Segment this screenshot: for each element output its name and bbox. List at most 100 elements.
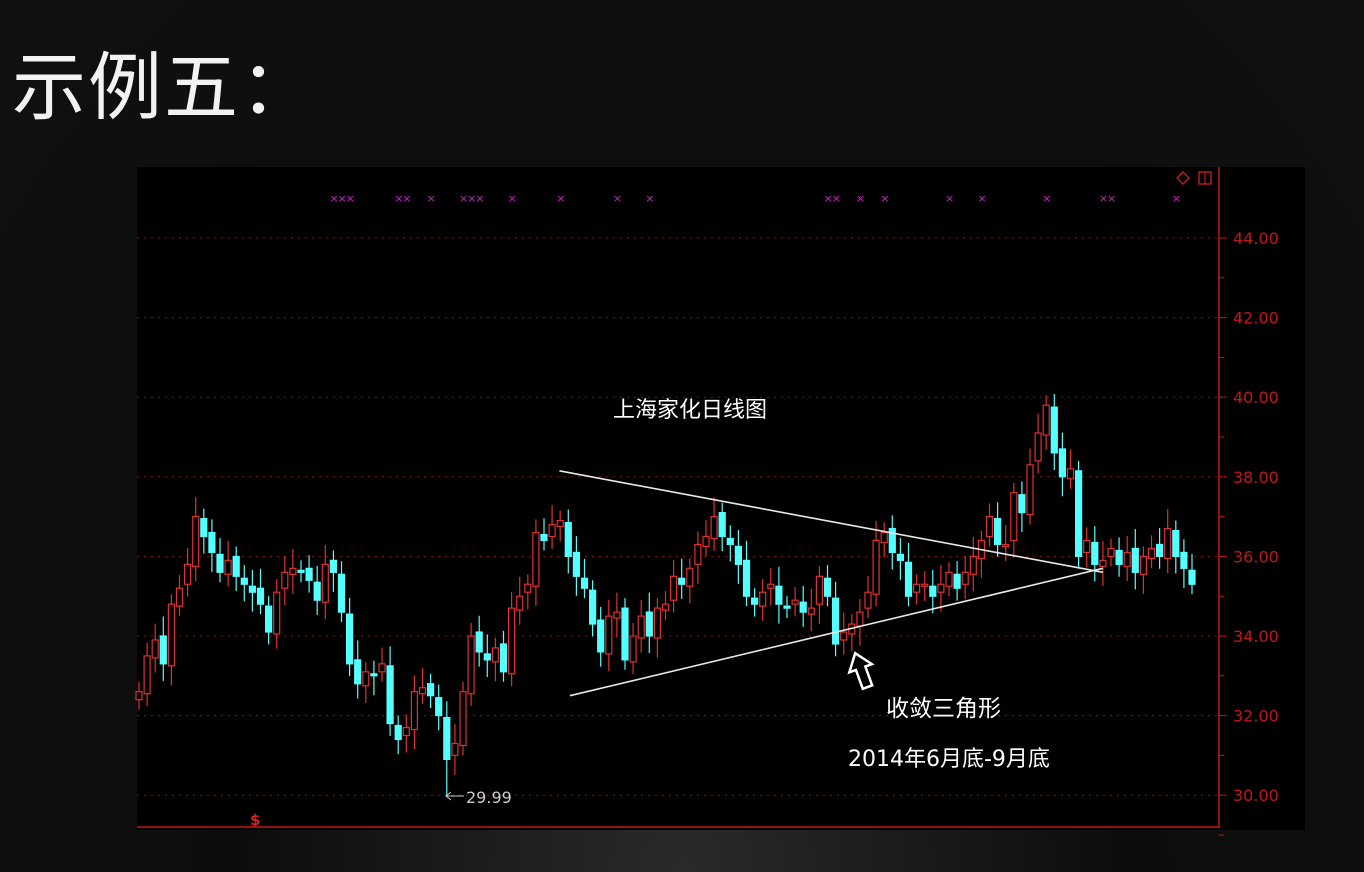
candle xyxy=(572,536,581,596)
candle-up xyxy=(362,671,370,687)
candle xyxy=(678,558,686,599)
candle xyxy=(216,538,224,583)
signal-marker: × xyxy=(338,192,347,205)
candle xyxy=(904,542,913,607)
candle-up xyxy=(1123,551,1131,567)
pattern-label: 收敛三角形 xyxy=(886,696,1001,722)
candle xyxy=(159,616,167,681)
signal-marker: × xyxy=(945,192,954,205)
candle-down xyxy=(1050,406,1058,454)
candle-up xyxy=(1164,527,1172,559)
candle-down xyxy=(216,553,224,573)
candle xyxy=(742,540,751,607)
candle-down xyxy=(297,569,305,573)
chart-background xyxy=(137,167,1305,830)
candle xyxy=(175,575,184,617)
candle-down xyxy=(240,577,248,585)
candle-down xyxy=(645,611,653,637)
candle-up xyxy=(1147,547,1156,559)
candle-up xyxy=(410,691,418,731)
candle-down xyxy=(370,673,378,677)
candle-down xyxy=(1091,541,1099,565)
candle-down xyxy=(621,607,629,661)
signal-marker: × xyxy=(346,192,355,205)
candle-down xyxy=(200,517,208,538)
candle-up xyxy=(135,691,143,701)
candle-up xyxy=(912,583,921,593)
candle-down xyxy=(929,585,937,597)
candle xyxy=(912,574,921,605)
candle-up xyxy=(1099,559,1107,567)
candle-up xyxy=(289,567,297,575)
candle-up xyxy=(1002,543,1010,548)
candle xyxy=(483,634,491,677)
candle xyxy=(726,525,734,562)
candle-down xyxy=(1131,547,1139,573)
candle xyxy=(151,623,159,673)
candle-up xyxy=(605,615,613,655)
candle-down xyxy=(305,567,313,581)
y-tick-label: 40.00 xyxy=(1233,388,1279,407)
signal-marker: × xyxy=(459,192,468,205)
candle xyxy=(386,646,394,736)
y-tick-label: 34.00 xyxy=(1233,627,1279,646)
candle-down xyxy=(232,555,240,577)
candle xyxy=(313,565,321,615)
candle-up xyxy=(702,535,710,548)
y-tick-label: 38.00 xyxy=(1233,468,1279,487)
trendline-lower xyxy=(569,567,1104,697)
candle-up xyxy=(167,603,175,667)
candle xyxy=(240,565,248,602)
candle xyxy=(362,661,370,703)
candle xyxy=(629,622,637,675)
candle-up xyxy=(524,583,532,593)
candle xyxy=(1066,449,1075,489)
dollar-icon: $ xyxy=(250,811,260,829)
candle xyxy=(337,561,346,623)
candle xyxy=(775,566,783,624)
square-icon[interactable] xyxy=(1198,171,1212,185)
candle-up xyxy=(661,603,670,611)
candle-up xyxy=(759,591,767,607)
candle-down xyxy=(394,724,402,741)
signal-marker: × xyxy=(475,192,484,205)
candle-down xyxy=(726,537,734,546)
candle xyxy=(402,714,410,753)
signal-marker: × xyxy=(824,192,833,205)
candle xyxy=(1099,540,1107,586)
candle-up xyxy=(815,575,824,605)
candle-up xyxy=(1026,464,1034,516)
signal-marker: × xyxy=(394,192,403,205)
candle-down xyxy=(1115,549,1123,565)
y-tick-label: 32.00 xyxy=(1233,707,1279,726)
candle-up xyxy=(1107,547,1115,558)
candle xyxy=(1026,448,1034,525)
candle-up xyxy=(637,615,645,639)
candle xyxy=(556,510,564,542)
candle-up xyxy=(516,595,524,611)
candle xyxy=(767,567,775,606)
signal-marker: × xyxy=(329,192,338,205)
candle xyxy=(645,592,653,654)
candle xyxy=(564,509,572,574)
signal-marker: × xyxy=(556,192,565,205)
candle-up xyxy=(184,563,192,585)
candle xyxy=(969,536,977,592)
candle xyxy=(734,530,743,584)
candle xyxy=(329,550,337,592)
candle-up xyxy=(378,663,386,673)
signal-marker: × xyxy=(977,192,986,205)
candle-down xyxy=(896,553,905,561)
candle xyxy=(248,569,256,612)
candle-up xyxy=(791,599,799,605)
candle-up xyxy=(840,631,848,641)
candle-up xyxy=(175,587,184,607)
arrow-up-icon xyxy=(847,651,875,691)
candle-down xyxy=(256,587,265,605)
candle xyxy=(613,592,621,638)
candle xyxy=(184,548,192,597)
candle xyxy=(921,571,929,601)
candle-up xyxy=(321,563,329,603)
candle xyxy=(143,642,151,707)
diamond-icon[interactable] xyxy=(1176,171,1190,185)
